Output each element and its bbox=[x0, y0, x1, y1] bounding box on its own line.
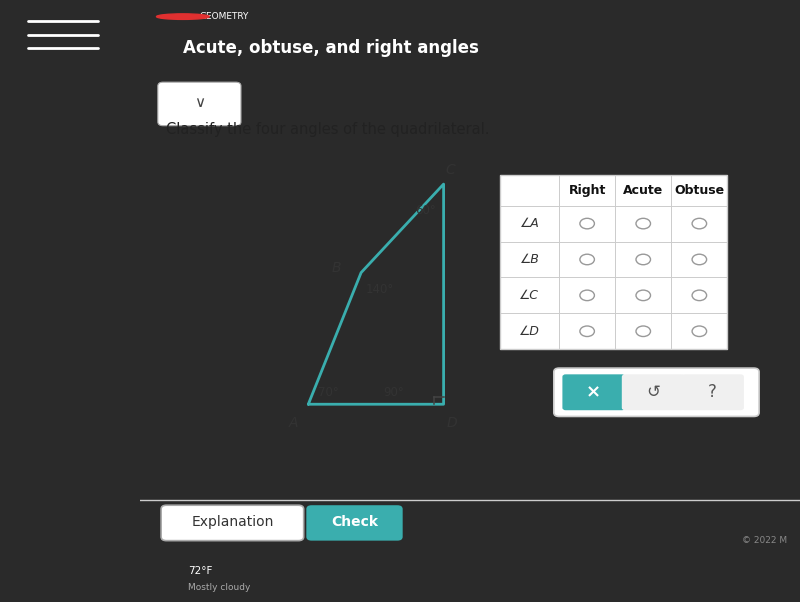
FancyBboxPatch shape bbox=[554, 368, 759, 417]
Text: Mostly cloudy: Mostly cloudy bbox=[188, 583, 250, 592]
Text: A: A bbox=[289, 417, 298, 430]
FancyBboxPatch shape bbox=[622, 374, 685, 410]
Text: GEOMETRY: GEOMETRY bbox=[199, 12, 249, 21]
Text: Acute: Acute bbox=[623, 184, 663, 197]
Text: 140°: 140° bbox=[366, 283, 394, 296]
Text: ↺: ↺ bbox=[646, 383, 660, 402]
Text: Classify the four angles of the quadrilateral.: Classify the four angles of the quadrila… bbox=[166, 122, 490, 137]
Text: ∠B: ∠B bbox=[519, 253, 539, 266]
Text: 60°: 60° bbox=[414, 204, 435, 217]
Text: Explanation: Explanation bbox=[191, 515, 274, 529]
Text: C: C bbox=[446, 163, 455, 177]
FancyBboxPatch shape bbox=[306, 505, 402, 541]
FancyBboxPatch shape bbox=[158, 82, 241, 126]
Text: 90°: 90° bbox=[384, 386, 405, 399]
Text: © 2022 M: © 2022 M bbox=[742, 536, 786, 545]
Text: D: D bbox=[446, 417, 457, 430]
Circle shape bbox=[157, 14, 210, 19]
FancyBboxPatch shape bbox=[562, 374, 625, 410]
Text: 72°F: 72°F bbox=[188, 566, 212, 577]
Text: Obtuse: Obtuse bbox=[674, 184, 725, 197]
FancyBboxPatch shape bbox=[161, 505, 304, 541]
Text: Check: Check bbox=[331, 515, 378, 529]
Text: ?: ? bbox=[708, 383, 717, 402]
FancyBboxPatch shape bbox=[500, 175, 727, 349]
Text: 70°: 70° bbox=[318, 386, 338, 399]
Text: Right: Right bbox=[569, 184, 606, 197]
Text: ∠A: ∠A bbox=[519, 217, 539, 230]
Text: ∠C: ∠C bbox=[519, 289, 539, 302]
Text: B: B bbox=[331, 261, 341, 275]
Text: ×: × bbox=[586, 383, 602, 402]
Text: Acute, obtuse, and right angles: Acute, obtuse, and right angles bbox=[183, 40, 478, 57]
Text: ∠D: ∠D bbox=[519, 324, 540, 338]
FancyBboxPatch shape bbox=[682, 374, 744, 410]
Text: ∨: ∨ bbox=[194, 95, 205, 110]
